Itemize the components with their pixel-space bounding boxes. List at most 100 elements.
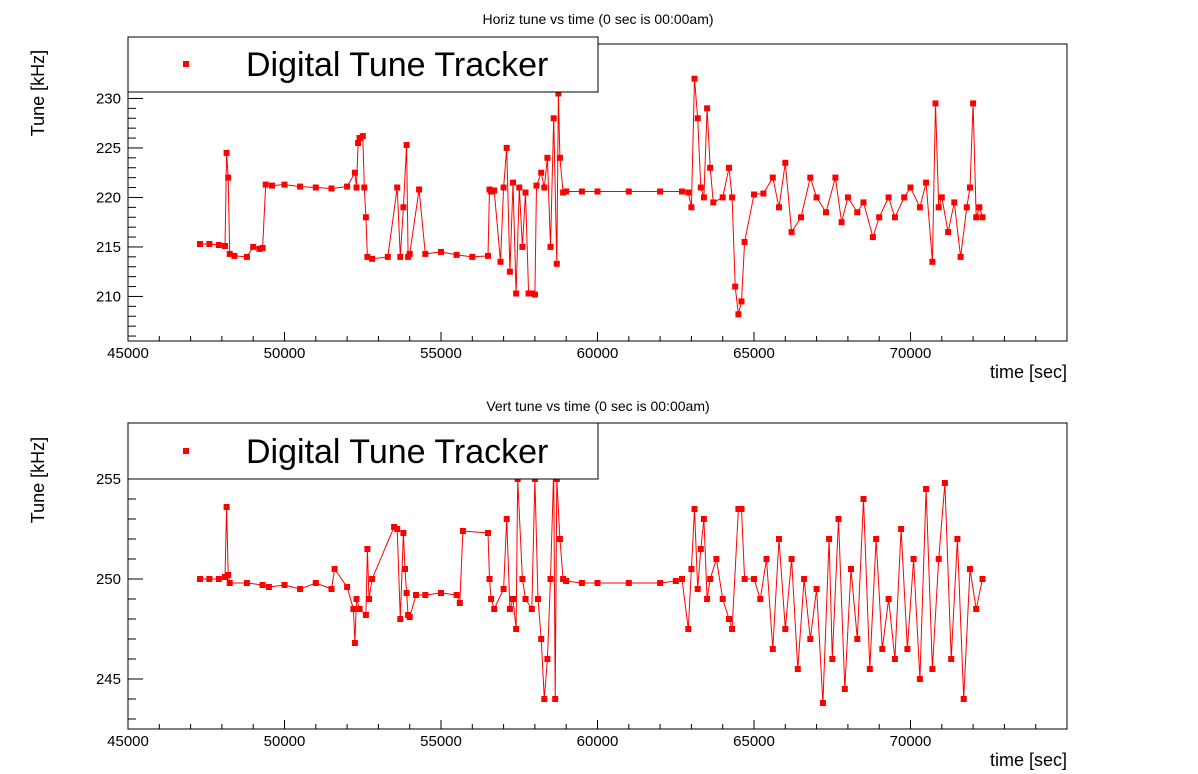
vert-data-point xyxy=(506,606,513,612)
horiz-data-point xyxy=(916,204,923,211)
horiz-data-point xyxy=(359,133,366,140)
horiz-data-point xyxy=(541,184,548,191)
horiz-data-point xyxy=(782,159,789,166)
horiz-data-point xyxy=(226,250,233,257)
vert-data-point xyxy=(694,586,701,592)
vert-data-point xyxy=(788,556,795,562)
horiz-data-point xyxy=(369,255,376,262)
vert-data-point xyxy=(215,576,222,582)
vert-data-point xyxy=(794,666,801,672)
horiz-data-point xyxy=(563,188,570,195)
vert-data-point xyxy=(873,536,880,542)
horiz-data-point xyxy=(403,142,410,148)
horiz-chart-title: Horiz tune vs time (0 sec is 00:00am) xyxy=(482,11,713,27)
horiz-data-point xyxy=(525,290,532,297)
vert-data-point xyxy=(402,566,408,572)
horiz-data-point xyxy=(362,214,369,221)
horiz-data-point xyxy=(400,204,407,211)
vert-data-point xyxy=(948,656,955,662)
vert-data-point xyxy=(510,596,516,602)
vert-data-point xyxy=(891,656,898,662)
vert-data-point xyxy=(826,536,833,542)
horiz-data-point xyxy=(751,191,757,198)
vert-y-tick-label: 245 xyxy=(96,671,121,688)
vert-data-point xyxy=(776,536,782,542)
horiz-data-point xyxy=(438,248,444,255)
horiz-data-point xyxy=(935,204,942,211)
vert-data-point xyxy=(456,600,463,606)
vert-data-point xyxy=(353,596,360,602)
vert-data-point xyxy=(729,626,736,632)
vert-data-point xyxy=(362,612,369,618)
horiz-data-point xyxy=(907,184,914,191)
vert-data-point xyxy=(459,528,466,534)
horiz-data-point xyxy=(697,184,704,191)
vert-legend-label: Digital Tune Tracker xyxy=(246,433,548,471)
horiz-data-point xyxy=(973,214,980,221)
horiz-tune-panel: Horiz tune vs time (0 sec is 00:00am) Tu… xyxy=(28,11,1068,382)
vert-y-tick-label: 255 xyxy=(96,471,121,488)
vert-data-point xyxy=(879,646,886,652)
horiz-data-point xyxy=(519,243,526,250)
vert-x-axis: 45000 50000 55000 60000 65000 70000 xyxy=(107,720,1068,750)
horiz-data-point xyxy=(281,181,288,188)
horiz-y-tick-label: 230 xyxy=(96,90,121,107)
vert-data-point xyxy=(854,636,861,642)
horiz-data-point xyxy=(707,164,714,171)
horiz-data-point xyxy=(556,154,563,161)
horiz-x-axis: 45000 50000 55000 60000 65000 70000 xyxy=(107,332,1068,362)
vert-data-point xyxy=(916,676,923,682)
horiz-data-point xyxy=(397,253,404,260)
vert-legend: Digital Tune Tracker xyxy=(127,422,599,480)
vert-data-point xyxy=(829,656,836,662)
vert-data-point xyxy=(807,636,814,642)
vert-x-tick-label: 60000 xyxy=(577,733,619,750)
vert-data-point xyxy=(369,576,376,582)
vert-data-point xyxy=(726,616,732,622)
vert-data-point xyxy=(960,696,967,702)
vert-data-point xyxy=(819,700,826,706)
vert-legend-box xyxy=(127,422,599,480)
horiz-data-point xyxy=(951,199,958,206)
horiz-data-point xyxy=(832,174,839,181)
horiz-series-digital-tune-tracker xyxy=(197,75,986,318)
horiz-data-point xyxy=(222,243,228,249)
vert-data-point xyxy=(707,576,714,582)
horiz-data-point xyxy=(738,298,745,305)
vert-data-point xyxy=(488,596,495,602)
vert-data-point xyxy=(979,576,986,582)
horiz-data-point xyxy=(355,140,362,146)
horiz-x-tick-label: 50000 xyxy=(264,345,306,362)
horiz-data-point xyxy=(533,182,540,189)
horiz-x-tick-label: 70000 xyxy=(890,345,932,362)
horiz-data-point xyxy=(215,242,222,248)
vert-data-point xyxy=(522,596,529,602)
vert-data-point xyxy=(910,556,917,562)
vert-data-point xyxy=(866,666,873,672)
vert-data-point xyxy=(259,582,266,588)
horiz-data-point xyxy=(798,214,804,221)
horiz-data-point xyxy=(225,174,232,181)
horiz-data-point xyxy=(726,164,732,171)
horiz-data-point xyxy=(625,188,632,195)
horiz-data-point xyxy=(250,243,257,250)
vert-data-point xyxy=(782,626,789,632)
vert-data-point xyxy=(528,606,535,612)
horiz-data-point xyxy=(729,194,736,201)
vert-data-point xyxy=(364,546,371,552)
vert-data-point xyxy=(685,626,692,632)
horiz-data-point xyxy=(555,90,562,97)
horiz-data-point xyxy=(328,185,335,192)
horiz-data-point xyxy=(364,253,371,260)
vert-data-point xyxy=(904,646,911,652)
vert-legend-marker xyxy=(183,448,189,454)
horiz-data-point xyxy=(923,179,930,186)
horiz-data-point xyxy=(269,182,275,189)
horiz-data-point xyxy=(513,290,520,297)
vert-data-point xyxy=(672,578,679,584)
horiz-data-point xyxy=(469,253,476,260)
horiz-data-point xyxy=(516,184,523,191)
vert-series-digital-tune-tracker xyxy=(197,466,986,706)
horiz-data-point xyxy=(691,75,698,82)
horiz-data-point xyxy=(685,189,692,196)
